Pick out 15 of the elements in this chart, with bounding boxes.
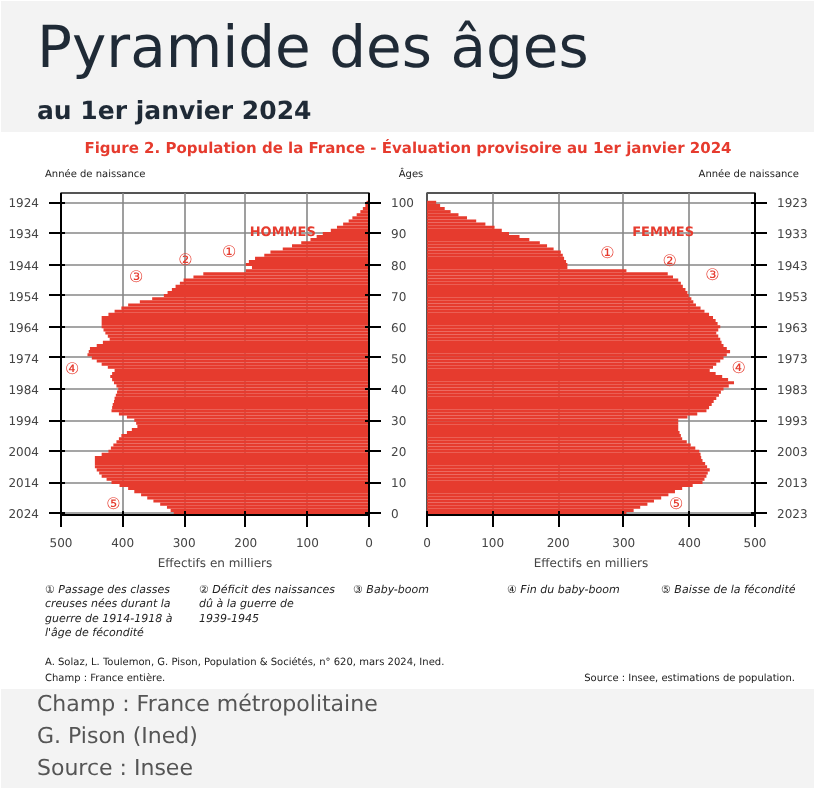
annotation: ④ xyxy=(731,359,746,378)
annotation: ① xyxy=(222,243,237,262)
chart-title: Pyramide des âges xyxy=(37,13,589,81)
text: G. Pison (Ined) xyxy=(37,723,198,749)
annotation: ② xyxy=(662,251,677,270)
annotation: ⑤ xyxy=(669,494,684,513)
annotation: ② xyxy=(178,250,193,269)
chart-subtitle: au 1er janvier 2024 xyxy=(37,95,313,125)
annotation: ④ xyxy=(64,359,80,378)
annotation: ③ xyxy=(128,268,144,287)
annotation: ⑤ xyxy=(106,495,121,514)
annotation: ① xyxy=(600,243,615,262)
source-note: Source : Insee xyxy=(37,755,194,781)
annotation: ③ xyxy=(705,266,720,285)
text: Champ : France métropolitaine xyxy=(37,691,379,717)
